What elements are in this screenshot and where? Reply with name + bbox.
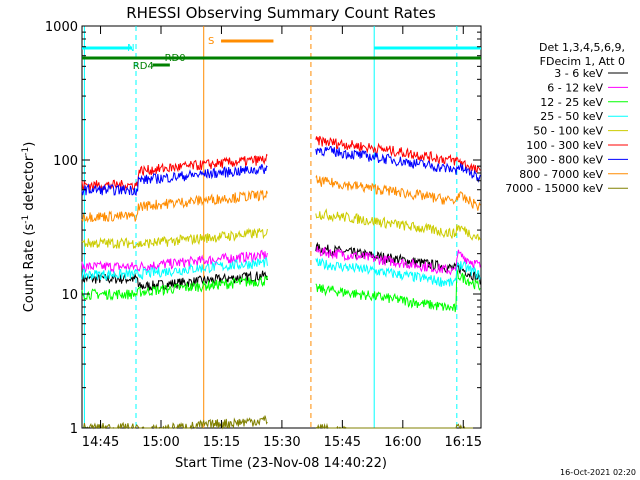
legend: Det 1,3,4,5,6,9,FDecim 1, Att 03 - 6 keV… <box>505 41 628 195</box>
plot-area: N RD0 RD4 S <box>81 25 482 430</box>
series-line-3 <box>315 257 481 288</box>
y-axis-label: Count Rate (s-1 detector-1) <box>21 142 37 313</box>
legend-entry-label: 25 - 50 keV <box>540 110 603 123</box>
series-line-2 <box>81 275 268 301</box>
timestamp: 16-Oct-2021 02:20 <box>560 468 636 477</box>
legend-entry-label: 300 - 800 keV <box>526 153 603 166</box>
axis-ticks: 14:45 15:00 15:15 15:30 15:45 16:00 16:15 1 10 10… <box>45 20 482 450</box>
y-tick-label: 1000 <box>45 20 78 35</box>
series-line-5 <box>315 135 481 173</box>
rd4-flag-label: RD4 <box>133 61 154 72</box>
s-flag-label: S <box>208 36 214 47</box>
x-tick-label: 15:00 <box>142 435 179 450</box>
legend-entry-label: 6 - 12 keV <box>547 81 603 94</box>
x-tick-label: 14:45 <box>82 435 119 450</box>
series-line-7 <box>315 174 481 211</box>
series-line-6 <box>81 164 268 196</box>
legend-entry-label: 12 - 25 keV <box>540 96 603 109</box>
y-tick-label: 1 <box>70 422 78 437</box>
x-tick-label: 15:15 <box>203 435 240 450</box>
legend-entry-label: 50 - 100 keV <box>533 125 603 138</box>
series-line-8 <box>315 422 481 430</box>
y-tick-label: 10 <box>61 288 78 303</box>
x-tick-label: 15:45 <box>324 435 361 450</box>
series-line-2 <box>315 268 481 313</box>
rd0-flag-label: RD0 <box>165 53 186 64</box>
legend-entry-label: 100 - 300 keV <box>526 139 603 152</box>
legend-entry-label: 3 - 6 keV <box>554 67 603 80</box>
plot-frame <box>81 25 482 429</box>
legend-entry-label: 800 - 7000 keV <box>519 168 603 181</box>
series-line-7 <box>81 189 268 224</box>
legend-entry-label: 7000 - 15000 keV <box>505 182 603 195</box>
x-tick-label: 15:30 <box>263 435 300 450</box>
series-line-6 <box>315 145 481 183</box>
x-axis-label: Start Time (23-Nov-08 14:40:22) <box>175 456 387 471</box>
series-line-4 <box>81 227 268 249</box>
legend-header: Det 1,3,4,5,6,9, <box>539 41 625 54</box>
x-tick-label: 16:00 <box>384 435 421 450</box>
series-line-3 <box>81 256 268 282</box>
series-line-1 <box>315 246 481 276</box>
n-flag-label: N <box>127 43 134 54</box>
y-tick-label: 100 <box>53 154 78 169</box>
series-line-8 <box>82 415 268 430</box>
legend-header: FDecim 1, Att 0 <box>540 55 625 68</box>
series-line-5 <box>81 153 268 192</box>
x-tick-label: 16:15 <box>445 435 482 450</box>
series-line-1 <box>81 249 268 274</box>
chart-title: RHESSI Observing Summary Count Rates <box>126 4 436 22</box>
series-line-4 <box>315 208 481 242</box>
